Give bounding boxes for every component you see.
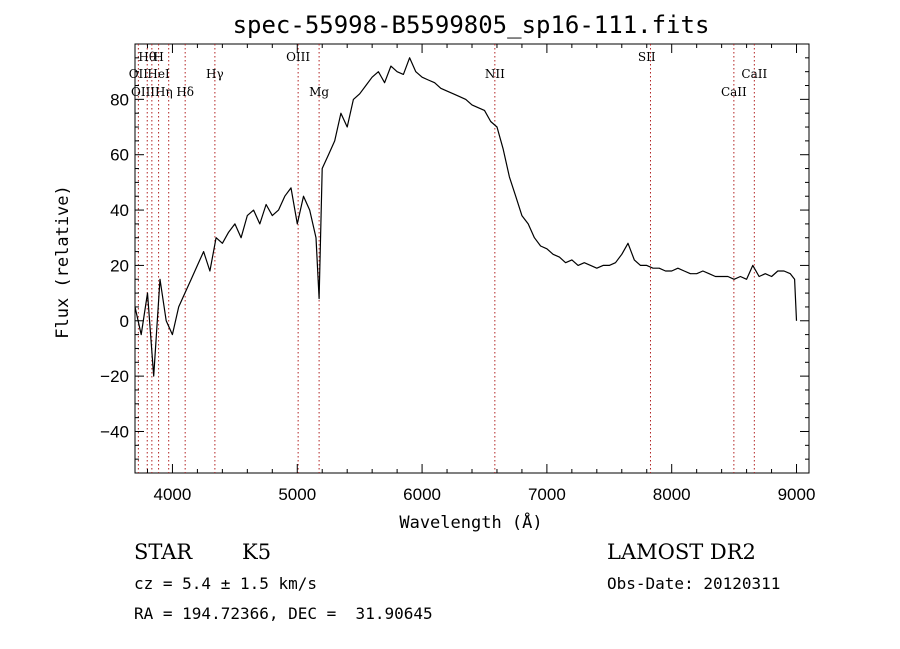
spectral-line-label: CaII (721, 85, 747, 99)
coordinates: RA = 194.72366, DEC = 31.90645 (134, 604, 433, 623)
x-tick-label: 4000 (154, 485, 192, 504)
spectral-line-label: Hγ (206, 67, 224, 81)
spectral-line-label: OIII (286, 50, 310, 64)
plot-frame (135, 44, 809, 473)
spectral-line-label: SII (638, 50, 656, 64)
line-marker-layer (138, 44, 754, 473)
spectral-line-label: Hδ (176, 85, 194, 99)
x-tick-label: 9000 (778, 485, 816, 504)
y-tick-label: 80 (110, 90, 129, 109)
y-tick-label: 0 (120, 312, 129, 331)
object-class: STAR (134, 540, 192, 564)
spectral-line-label: NII (485, 67, 505, 81)
spectral-line-label: HeI (147, 67, 170, 81)
y-tick-label: 60 (110, 146, 129, 165)
spectral-line-label: Mg (309, 85, 329, 99)
x-axis-label: Wavelength (Å) (399, 511, 542, 533)
y-axis-label: Flux (relative) (53, 185, 73, 339)
y-tick-label: −20 (100, 367, 129, 386)
spectral-line-label: CaII (741, 67, 767, 81)
x-tick-label: 5000 (278, 485, 316, 504)
redshift-text: cz = 5.4 ± 1.5 km/s (134, 574, 317, 593)
spectral-line-label: OIIIHη (131, 85, 173, 99)
x-tick-label: 8000 (653, 485, 691, 504)
obs-date: Obs-Date: 20120311 (607, 574, 780, 593)
y-tick-label: −40 (100, 422, 129, 441)
x-tick-label: 6000 (403, 485, 441, 504)
object-subclass: K5 (242, 540, 271, 564)
survey-name: LAMOST DR2 (607, 540, 756, 564)
spectral-line-label: OII (129, 67, 149, 81)
spectrum-line (135, 58, 797, 376)
spectral-line-label: H (153, 50, 163, 64)
axis-tick-layer: 4000 5000 6000 7000 8000 9000 −40 −20 0 20 40 60 80 (100, 44, 815, 504)
y-tick-label: 20 (110, 256, 129, 275)
x-tick-label: 7000 (528, 485, 566, 504)
chart-title: spec-55998-B5599805_sp16-111.fits (233, 11, 710, 39)
y-tick-label: 40 (110, 201, 129, 220)
